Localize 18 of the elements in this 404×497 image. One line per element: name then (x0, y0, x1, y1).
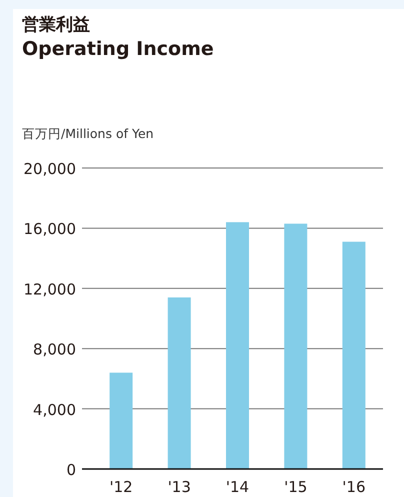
x-tick-label: '15 (284, 478, 308, 496)
y-tick-label: 8,000 (33, 340, 76, 359)
x-tick-label: '13 (168, 478, 191, 496)
y-tick-label: 12,000 (24, 280, 76, 298)
bar (168, 297, 191, 469)
y-tick-label: 4,000 (33, 400, 76, 419)
y-tick-label: 20,000 (24, 160, 76, 178)
y-tick-label: 0 (66, 461, 76, 479)
bar (342, 242, 366, 469)
bar (226, 222, 249, 469)
bar (110, 372, 133, 469)
x-tick-label: '14 (226, 478, 250, 496)
y-axis-title: 百万円/Millions of Yen (22, 126, 154, 141)
x-tick-label: '12 (109, 478, 133, 496)
bar (284, 224, 308, 469)
chart-title: 営業利益 Operating Income (22, 15, 214, 60)
x-tick-label: '16 (342, 478, 366, 496)
y-tick-label: 16,000 (24, 220, 76, 238)
